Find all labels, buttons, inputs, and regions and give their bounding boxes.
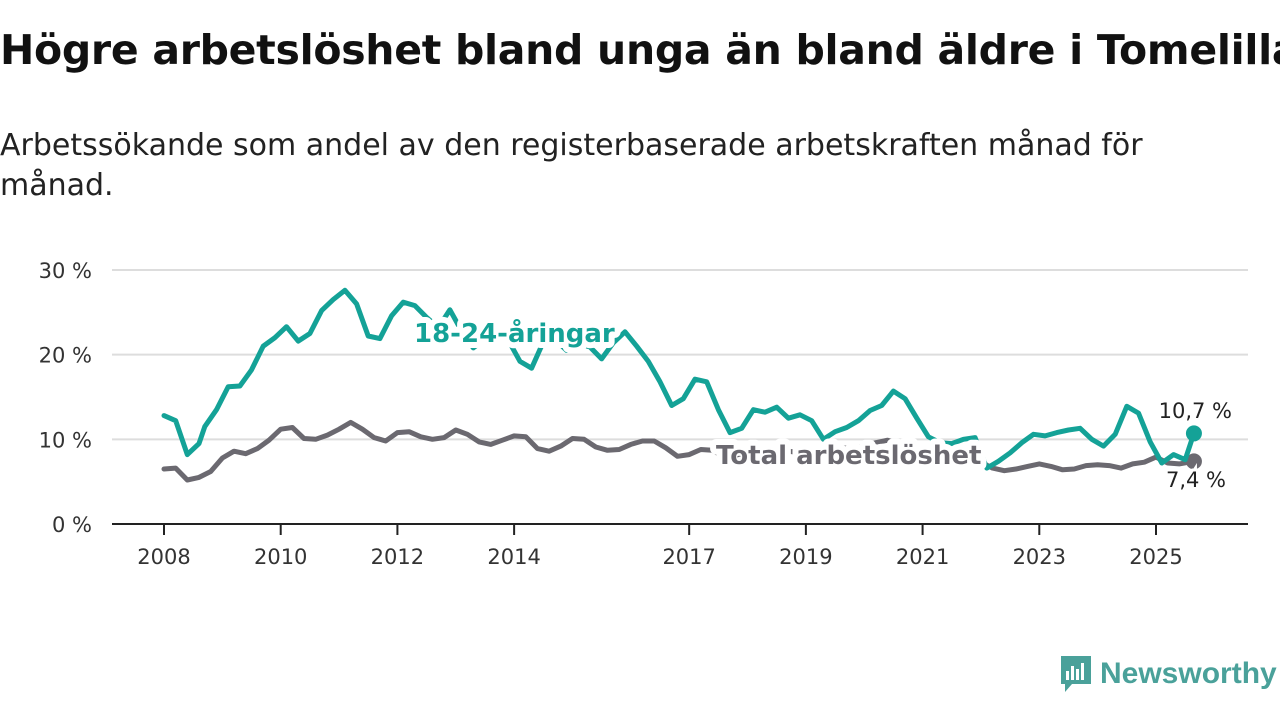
x-tick-label: 2008 xyxy=(137,545,190,569)
series-label-youth: 18-24-åringar xyxy=(414,317,615,349)
x-tick-label: 2023 xyxy=(1013,545,1066,569)
series-labels: 18-24-åringar Total arbetslöshet 10,7 % 7,4… xyxy=(408,311,1235,495)
series-line-youth xyxy=(161,287,1197,471)
chart-title: Högre arbetslöshet bland unga än bland ä… xyxy=(0,26,1280,74)
series-line-total xyxy=(161,419,1197,483)
x-axis: 2008 2010 2012 2014 2017 2019 2021 2023 2025 xyxy=(112,523,1248,569)
end-value-youth: 10,7 % xyxy=(1159,399,1232,423)
series-end-point xyxy=(1185,453,1202,470)
newsworthy-logo-icon xyxy=(1061,656,1091,692)
x-tick-label: 2025 xyxy=(1129,545,1182,569)
x-tick-label: 2010 xyxy=(254,545,307,569)
x-tick-label: 2021 xyxy=(896,545,949,569)
y-tick-label: 30 % xyxy=(39,259,92,283)
gridlines xyxy=(112,269,1248,441)
series-lines xyxy=(161,287,1202,483)
x-tick-label: 2017 xyxy=(662,545,715,569)
end-value-total: 7,4 % xyxy=(1166,468,1226,492)
x-tick-label: 2012 xyxy=(371,545,424,569)
x-tick-label: 2019 xyxy=(779,545,832,569)
y-tick-label: 0 % xyxy=(52,513,92,537)
series-label-total: Total arbetslöshet xyxy=(716,441,981,471)
y-axis-ticks: 0 % 10 % 20 % 30 % xyxy=(39,259,92,537)
series-end-point xyxy=(1185,425,1202,442)
newsworthy-brand: Newsworthy xyxy=(1058,654,1280,694)
brand-name: Newsworthy xyxy=(1100,657,1277,690)
y-tick-label: 20 % xyxy=(39,344,92,368)
y-tick-label: 10 % xyxy=(39,428,92,452)
line-chart: 0 % 10 % 20 % 30 % 2008 2010 2012 2014 2017 2019… xyxy=(39,259,1248,569)
chart-subtitle: Arbetssökande som andel av den registerb… xyxy=(0,128,1143,203)
x-tick-label: 2014 xyxy=(487,545,540,569)
